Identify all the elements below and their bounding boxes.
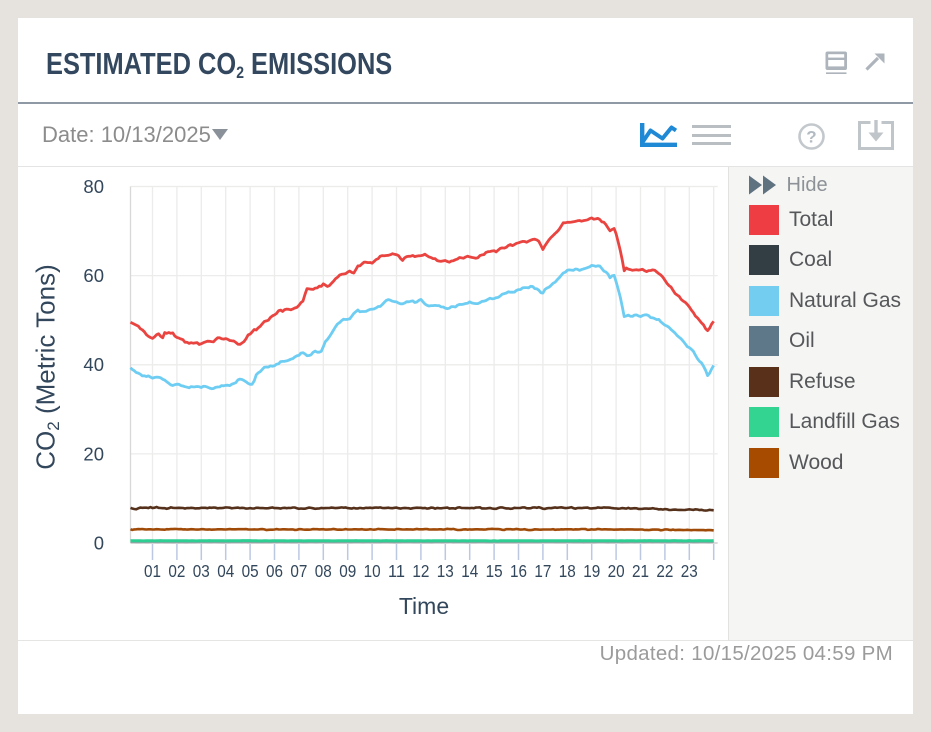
- svg-text:06: 06: [266, 561, 283, 581]
- svg-text:01: 01: [144, 561, 161, 581]
- svg-text:16: 16: [510, 561, 527, 581]
- svg-text:22: 22: [656, 561, 673, 581]
- svg-text:15: 15: [486, 561, 503, 581]
- svg-text:19: 19: [583, 561, 600, 581]
- svg-text:11: 11: [388, 561, 405, 581]
- svg-text:0: 0: [94, 533, 104, 554]
- svg-text:20: 20: [83, 443, 104, 464]
- svg-text:13: 13: [437, 561, 454, 581]
- svg-text:07: 07: [290, 561, 307, 581]
- svg-text:80: 80: [83, 176, 104, 197]
- svg-text:Time: Time: [399, 593, 449, 619]
- svg-text:03: 03: [193, 561, 210, 581]
- svg-text:?: ?: [806, 128, 816, 147]
- svg-text:20: 20: [608, 561, 625, 581]
- svg-text:12: 12: [412, 561, 429, 581]
- svg-text:18: 18: [559, 561, 576, 581]
- svg-text:08: 08: [315, 561, 332, 581]
- svg-text:60: 60: [83, 265, 104, 286]
- svg-text:02: 02: [168, 561, 185, 581]
- svg-text:09: 09: [339, 561, 356, 581]
- svg-text:17: 17: [534, 561, 551, 581]
- svg-text:04: 04: [217, 561, 234, 581]
- svg-text:10: 10: [364, 561, 381, 581]
- svg-text:05: 05: [242, 561, 259, 581]
- svg-text:23: 23: [681, 561, 698, 581]
- svg-text:21: 21: [632, 561, 649, 581]
- svg-text:14: 14: [461, 561, 478, 581]
- svg-text:CO2 (Metric Tons): CO2 (Metric Tons): [31, 264, 64, 469]
- svg-text:40: 40: [83, 354, 104, 375]
